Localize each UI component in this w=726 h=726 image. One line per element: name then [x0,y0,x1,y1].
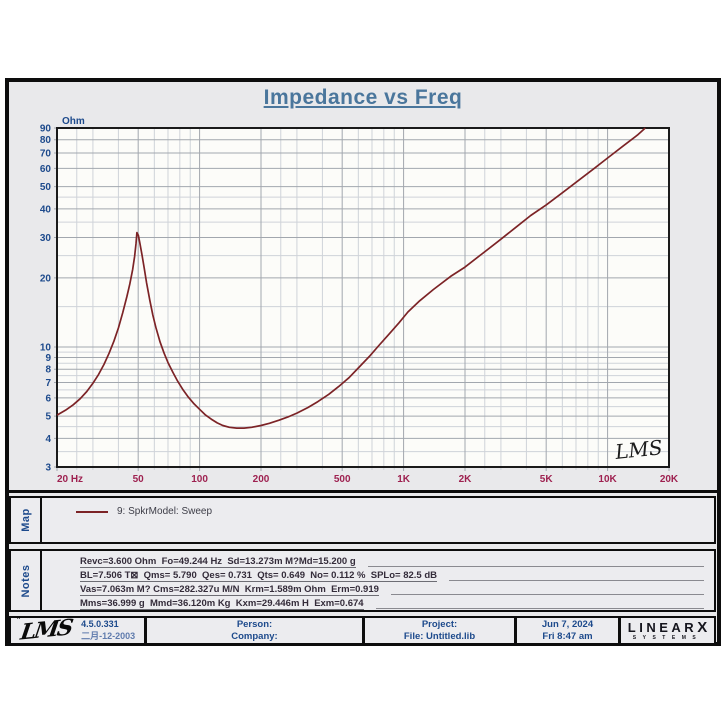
svg-text:3: 3 [45,463,51,474]
x-axis-labels: 20 Hz 50 100 200 500 1K 2K 5K 10K 20K [57,474,679,485]
svg-text:20 Hz: 20 Hz [57,474,83,485]
note-parameters-line2: BL=7.506 T⊠ Qms= 5.790 Qes= 0.731 Qts= 0… [80,570,438,582]
svg-text:200: 200 [253,474,270,485]
svg-text:30: 30 [40,233,52,244]
grid-minor [57,128,669,470]
svg-text:10: 10 [40,342,52,353]
linearx-systems-logo: LINEARX SYSTEMS [621,618,714,643]
svg-text:4: 4 [45,434,51,445]
svg-text:20K: 20K [660,474,679,485]
svg-text:60: 60 [40,164,52,175]
lms-logo: ″LMS [17,614,74,646]
lms-watermark: LMS [613,435,664,464]
notes-section: Notes Revc=3.600 Ohm Fo=49.244 Hz Sd=13.… [9,549,716,612]
note-blank-rule [367,566,704,567]
footer-app-cell: ″LMS 4.5.0.331 二月-12-2003 [11,614,147,646]
notes-label: Notes [19,563,32,598]
notes-content: Revc=3.600 Ohm Fo=49.244 Hz Sd=13.273m M… [42,551,714,610]
legend-line-swatch [76,511,108,513]
svg-text:40: 40 [40,204,52,215]
svg-text:100: 100 [191,474,208,485]
app-version-date: 二月-12-2003 [81,630,136,641]
footer-project-cell: Project: File: Untitled.lib [365,618,517,643]
chart-title-row: Impedance vs Freq [9,82,717,116]
report-date: Jun 7, 2024 [541,618,594,630]
app-version-block: 4.5.0.331 二月-12-2003 [81,619,135,642]
svg-text:6: 6 [45,393,51,404]
map-section-label-cell: Map [11,498,42,542]
map-section: Map 9: SpkrModel: Sweep [9,496,716,544]
project-label: Project: [421,618,458,630]
note-parameters-line4: Mms=36.999 g Mmd=36.120m Kg Kxm=29.446m … [80,598,364,610]
note-row: Revc=3.600 Ohm Fo=49.244 Hz Sd=13.273m M… [80,554,704,568]
company-label: Company: [231,630,278,642]
svg-text:70: 70 [40,149,52,160]
svg-text:10K: 10K [598,474,617,485]
footer-datetime-cell: Jun 7, 2024 Fri 8:47 am [517,618,621,643]
svg-text:9: 9 [45,353,51,364]
note-blank-rule [375,608,704,609]
svg-text:20: 20 [40,273,52,284]
svg-text:90: 90 [40,124,52,135]
svg-text:7: 7 [45,378,51,389]
note-parameters-line3: Vas=7.063m M? Cms=282.327u M/N Krm=1.589… [80,584,379,596]
chart-title: Impedance vs Freq [263,86,463,109]
note-row: BL=7.506 T⊠ Qms= 5.790 Qes= 0.731 Qts= 0… [80,568,704,582]
note-row: Vas=7.063m M? Cms=282.327u M/N Krm=1.589… [80,582,704,596]
footer-person-cell: Person: Company: [147,618,365,643]
map-legend: 9: SpkrModel: Sweep [42,498,714,542]
svg-text:5: 5 [45,412,51,423]
plot-border [56,127,670,468]
svg-text:80: 80 [40,135,52,146]
svg-text:1K: 1K [397,474,411,485]
impedance-curve [56,127,646,429]
report-frame: Impedance vs Freq 90 80 70 60 50 40 30 20 10 9 8 7 6… [5,78,721,646]
svg-text:500: 500 [334,474,351,485]
map-label: Map [19,508,32,532]
note-parameters-line1: Revc=3.600 Ohm Fo=49.244 Hz Sd=13.273m M… [80,556,356,568]
svg-text:2K: 2K [459,474,473,485]
section-divider [9,490,717,493]
person-label: Person: [236,618,273,630]
footer-bar: ″LMS 4.5.0.331 二月-12-2003 Person: Compan… [9,614,716,646]
note-blank-rule [390,594,704,595]
note-row: Mms=36.999 g Mmd=36.120m Kg Kxm=29.446m … [80,596,704,610]
y-axis-unit-label: Ohm [62,116,85,127]
app-version: 4.5.0.331 [81,618,119,629]
svg-text:50: 50 [133,474,145,485]
svg-text:5K: 5K [540,474,554,485]
svg-text:8: 8 [45,365,51,376]
report-time: Fri 8:47 am [542,630,593,642]
file-label: File: Untitled.lib [403,630,476,642]
linearx-wordmark: LINEARX [627,618,708,636]
svg-text:50: 50 [40,182,52,193]
legend-entry: 9: SpkrModel: Sweep [117,506,213,517]
notes-section-label-cell: Notes [11,551,42,610]
note-blank-rule [449,580,704,581]
systems-wordmark: SYSTEMS [632,634,703,641]
